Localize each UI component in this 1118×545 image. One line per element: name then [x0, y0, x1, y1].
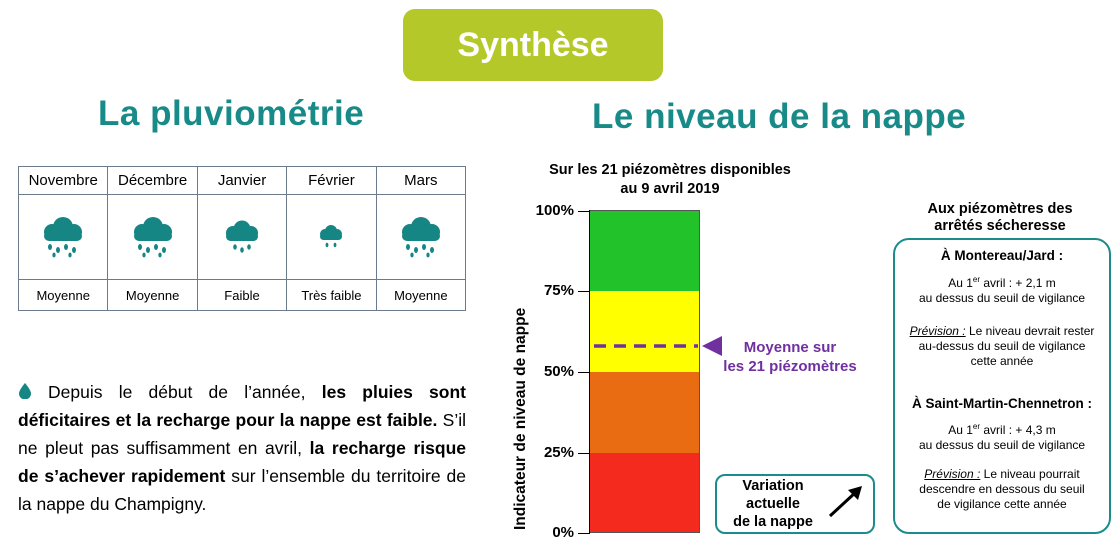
- rain-status: Moyenne: [19, 279, 108, 310]
- tick-label-0: 0%: [552, 524, 574, 541]
- gauge-segment-green: [590, 211, 700, 291]
- rain-status: Moyenne: [376, 279, 466, 310]
- month-column: Novembre Moyenne: [19, 167, 108, 310]
- rainfall-summary: Depuis le début de l’année, les pluies s…: [18, 382, 466, 514]
- pluviometrie-title: La pluviométrie: [98, 94, 365, 133]
- month-column: Février Très faible: [286, 167, 376, 310]
- month-column: Janvier Faible: [196, 167, 287, 310]
- synthese-badge: Synthèse: [403, 9, 663, 81]
- trend-up-arrow-icon: [828, 486, 862, 518]
- month-column: Mars Moyenne: [375, 167, 466, 310]
- gauge-frame: [589, 210, 700, 533]
- variation-box: [715, 474, 875, 534]
- rainfall-table: Novembre Moyenne Décembre Moyenne Janvie…: [18, 166, 466, 311]
- variation-label: Variation actuelle de la nappe: [733, 478, 813, 530]
- gauge-title: Sur les 21 piézomètres disponibles au 9 …: [549, 162, 791, 197]
- axis-tick: [578, 291, 590, 292]
- saint-martin-level: Au 1er avril : + 4,3 m au dessus du seui…: [918, 422, 1086, 452]
- axis-tick: [578, 372, 590, 373]
- average-level-marker: [594, 336, 722, 357]
- month-name: Novembre: [19, 167, 108, 195]
- tick-label-100: 100%: [535, 202, 574, 219]
- gauge-axis-label: Indicateur de niveau de nappe: [512, 307, 529, 530]
- drought-piezometers-box: [893, 238, 1111, 534]
- axis-tick: [578, 211, 590, 212]
- month-column: Décembre Moyenne: [107, 167, 197, 310]
- synthese-title: Synthèse: [457, 25, 609, 64]
- saint-martin-forecast: Prévision : Le niveau pourrait descendre…: [919, 467, 1085, 511]
- axis-tick: [578, 533, 590, 534]
- month-name: Mars: [376, 167, 466, 195]
- average-level-label: Moyenne sur les 21 piézomètres: [723, 339, 857, 375]
- gauge-segment-orange: [590, 372, 700, 453]
- tick-label-25: 25%: [543, 444, 574, 461]
- drought-piezometers-title: Aux piézomètres des arrêtés sécheresse: [927, 201, 1073, 234]
- nappe-title: Le niveau de la nappe: [592, 97, 967, 136]
- tick-label-75: 75%: [543, 282, 574, 299]
- rain-status: Faible: [197, 279, 287, 310]
- montereau-level: Au 1er avril : + 2,1 m au dessus du seui…: [918, 275, 1086, 305]
- gauge-segment-red: [590, 453, 700, 533]
- montereau-forecast: Prévision : Le niveau devrait rester au-…: [909, 324, 1095, 368]
- rain-cloud-icon: [19, 195, 107, 279]
- rain-cloud-icon: [198, 195, 286, 279]
- saint-martin-heading: À Saint-Martin-Chennetron :: [912, 396, 1092, 411]
- montereau-heading: À Montereau/Jard :: [940, 248, 1064, 263]
- month-name: Février: [287, 167, 376, 195]
- axis-tick: [578, 453, 590, 454]
- month-name: Décembre: [108, 167, 197, 195]
- water-drop-icon: [19, 383, 31, 399]
- rain-cloud-icon: [377, 195, 465, 279]
- rain-cloud-icon: [108, 195, 196, 279]
- tick-label-50: 50%: [543, 363, 574, 380]
- rain-cloud-icon: [287, 195, 375, 279]
- rain-status: Très faible: [287, 279, 376, 310]
- gauge-segment-yellow: [590, 291, 700, 372]
- rain-status: Moyenne: [108, 279, 197, 310]
- month-name: Janvier: [197, 167, 287, 195]
